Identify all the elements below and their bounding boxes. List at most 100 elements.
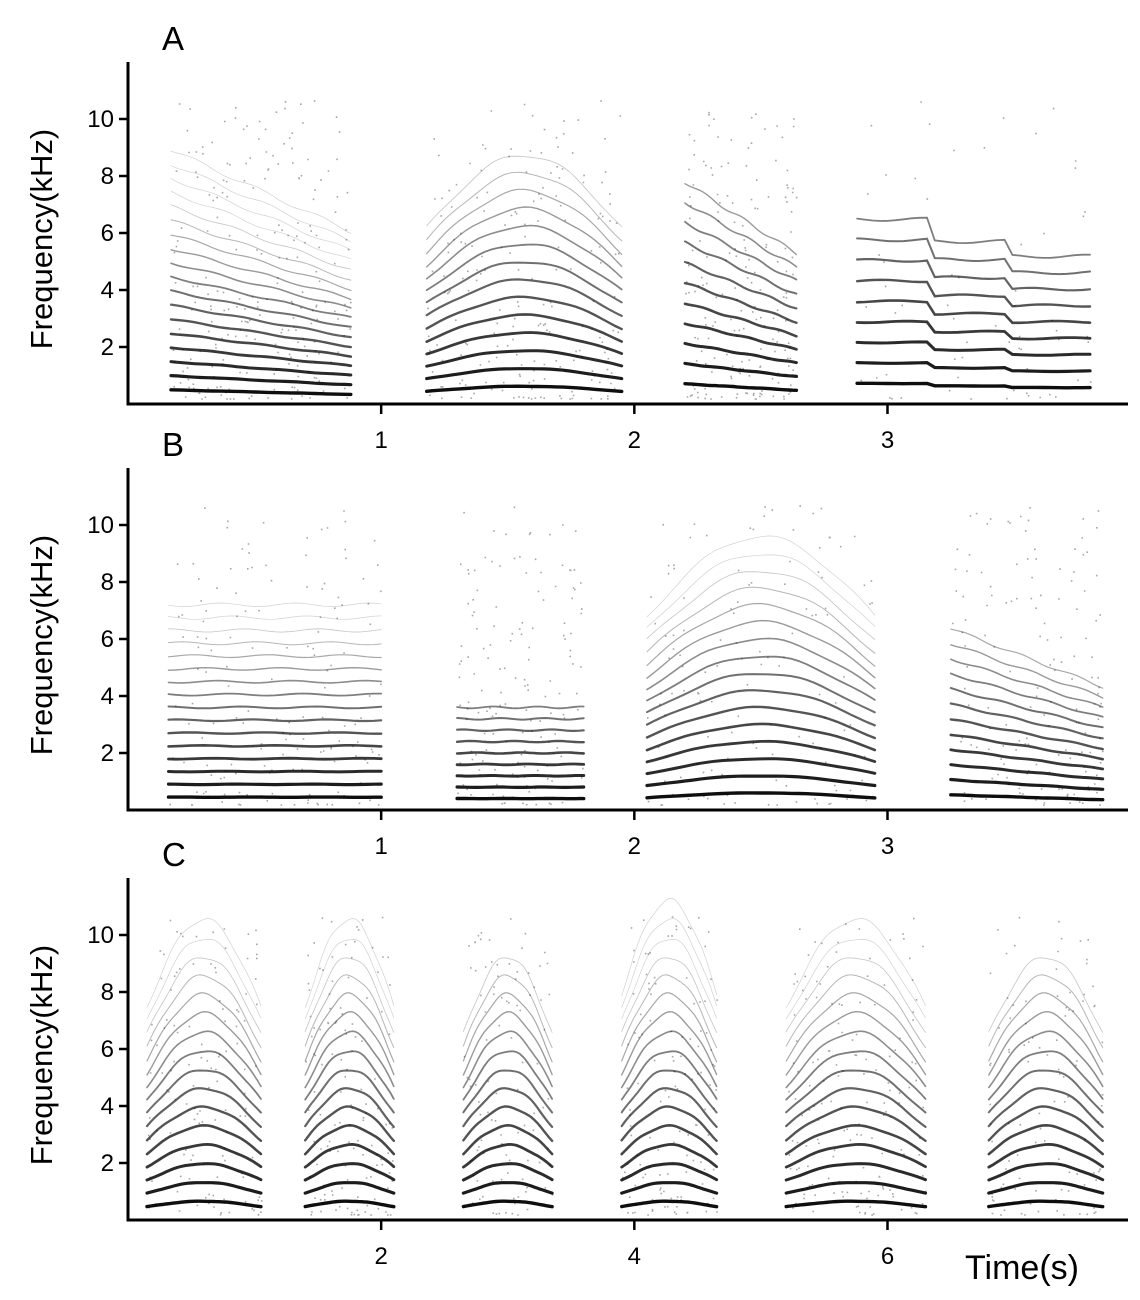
harmonic-line	[455, 762, 586, 767]
harmonic-line	[304, 1087, 395, 1128]
x-tick-label: 2	[628, 833, 641, 860]
harmonic-line	[169, 318, 352, 349]
harmonic-line	[425, 349, 624, 368]
harmonic-line	[949, 748, 1105, 771]
harmonic-line	[683, 341, 798, 365]
harmonic-line	[462, 1142, 554, 1169]
panel-label: A	[162, 20, 184, 57]
x-tick-label: 4	[628, 1243, 641, 1270]
harmonic-line	[987, 1123, 1104, 1156]
harmonic-line	[621, 898, 717, 997]
harmonic-line	[304, 1050, 395, 1101]
harmonic-line	[304, 957, 395, 1033]
harmonic-line	[646, 554, 876, 628]
harmonic-line	[620, 1123, 718, 1156]
harmonic-line	[855, 381, 1092, 390]
harmonic-line	[784, 1199, 928, 1209]
call-4	[620, 898, 719, 1216]
harmonic-line	[170, 190, 352, 260]
harmonic-line	[426, 171, 623, 242]
harmonic-line	[785, 1105, 927, 1142]
harmonic-line	[855, 340, 1092, 357]
call-1	[166, 507, 383, 806]
harmonic-line	[646, 655, 876, 702]
x-tick-label: 2	[628, 427, 641, 454]
y-tick-label: 8	[101, 569, 114, 596]
harmonic-line	[646, 602, 876, 667]
harmonic-line	[855, 319, 1092, 341]
call-5	[784, 917, 928, 1216]
harmonic-line	[425, 261, 623, 304]
call-noise	[647, 505, 874, 806]
harmonic-line	[462, 992, 553, 1063]
harmonic-line	[169, 360, 353, 377]
harmonic-line	[987, 1142, 1105, 1169]
y-tick-label: 10	[87, 106, 114, 133]
harmonic-line	[145, 1142, 263, 1169]
harmonic-line	[645, 791, 877, 800]
harmonic-line	[462, 1087, 554, 1128]
harmonic-line	[304, 1010, 395, 1076]
y-tick-label: 2	[101, 1150, 114, 1177]
harmonic-line	[785, 992, 927, 1063]
harmonic-line	[784, 1181, 928, 1195]
harmonic-line	[170, 165, 352, 243]
harmonic-line	[304, 1105, 395, 1142]
harmonic-line	[949, 763, 1105, 781]
harmonic-line	[425, 384, 624, 394]
harmonic-line	[645, 739, 877, 764]
harmonic-line	[426, 188, 623, 255]
harmonic-line	[167, 705, 383, 710]
harmonic-line	[303, 1181, 396, 1195]
x-tick-label: 3	[881, 427, 894, 454]
harmonic-line	[461, 1162, 554, 1182]
harmonic-line	[785, 918, 926, 1008]
harmonic-line	[425, 243, 623, 291]
harmonic-line	[988, 1010, 1104, 1076]
harmonic-line	[949, 687, 1104, 729]
harmonic-line	[145, 1087, 262, 1128]
harmonic-line	[785, 1010, 927, 1076]
panel-label: C	[162, 836, 186, 873]
y-tick-label: 2	[101, 740, 114, 767]
y-axis-label: Frequency(kHz)	[24, 945, 59, 1166]
harmonic-line	[169, 332, 353, 358]
harmonic-line	[856, 258, 1092, 292]
harmonic-line	[167, 666, 382, 671]
harmonic-line	[167, 692, 383, 697]
harmonic-line	[146, 918, 262, 1008]
harmonic-line	[949, 777, 1105, 791]
harmonic-line	[169, 374, 353, 387]
harmonic-line	[683, 302, 798, 338]
harmonic-line	[684, 183, 798, 256]
harmonic-line	[683, 322, 798, 351]
call-noise	[169, 507, 382, 806]
call-4	[949, 507, 1105, 806]
harmonic-line	[304, 992, 395, 1063]
harmonic-line	[170, 289, 352, 328]
harmonic-line	[621, 957, 717, 1033]
harmonic-line	[461, 1199, 554, 1209]
harmonic-line	[988, 1030, 1104, 1089]
harmonic-line	[784, 1123, 927, 1156]
harmonic-line	[646, 673, 876, 714]
x-tick-label: 1	[374, 833, 387, 860]
y-tick-label: 4	[101, 1093, 114, 1120]
harmonic-line	[987, 1069, 1104, 1114]
y-tick-label: 2	[101, 334, 114, 361]
harmonic-line	[167, 679, 382, 684]
harmonic-line	[856, 216, 1091, 259]
harmonic-line	[167, 743, 383, 748]
harmonic-line	[950, 628, 1104, 689]
harmonic-line	[683, 282, 798, 324]
harmonic-line	[456, 728, 585, 733]
harmonic-line	[146, 992, 262, 1063]
call-2	[425, 100, 624, 400]
harmonic-line	[146, 1069, 262, 1114]
harmonic-line	[620, 1087, 718, 1128]
y-tick-label: 6	[101, 220, 114, 247]
harmonic-line	[304, 974, 395, 1048]
harmonic-line	[462, 1069, 554, 1114]
y-tick-label: 4	[101, 683, 114, 710]
harmonic-line	[169, 346, 353, 368]
